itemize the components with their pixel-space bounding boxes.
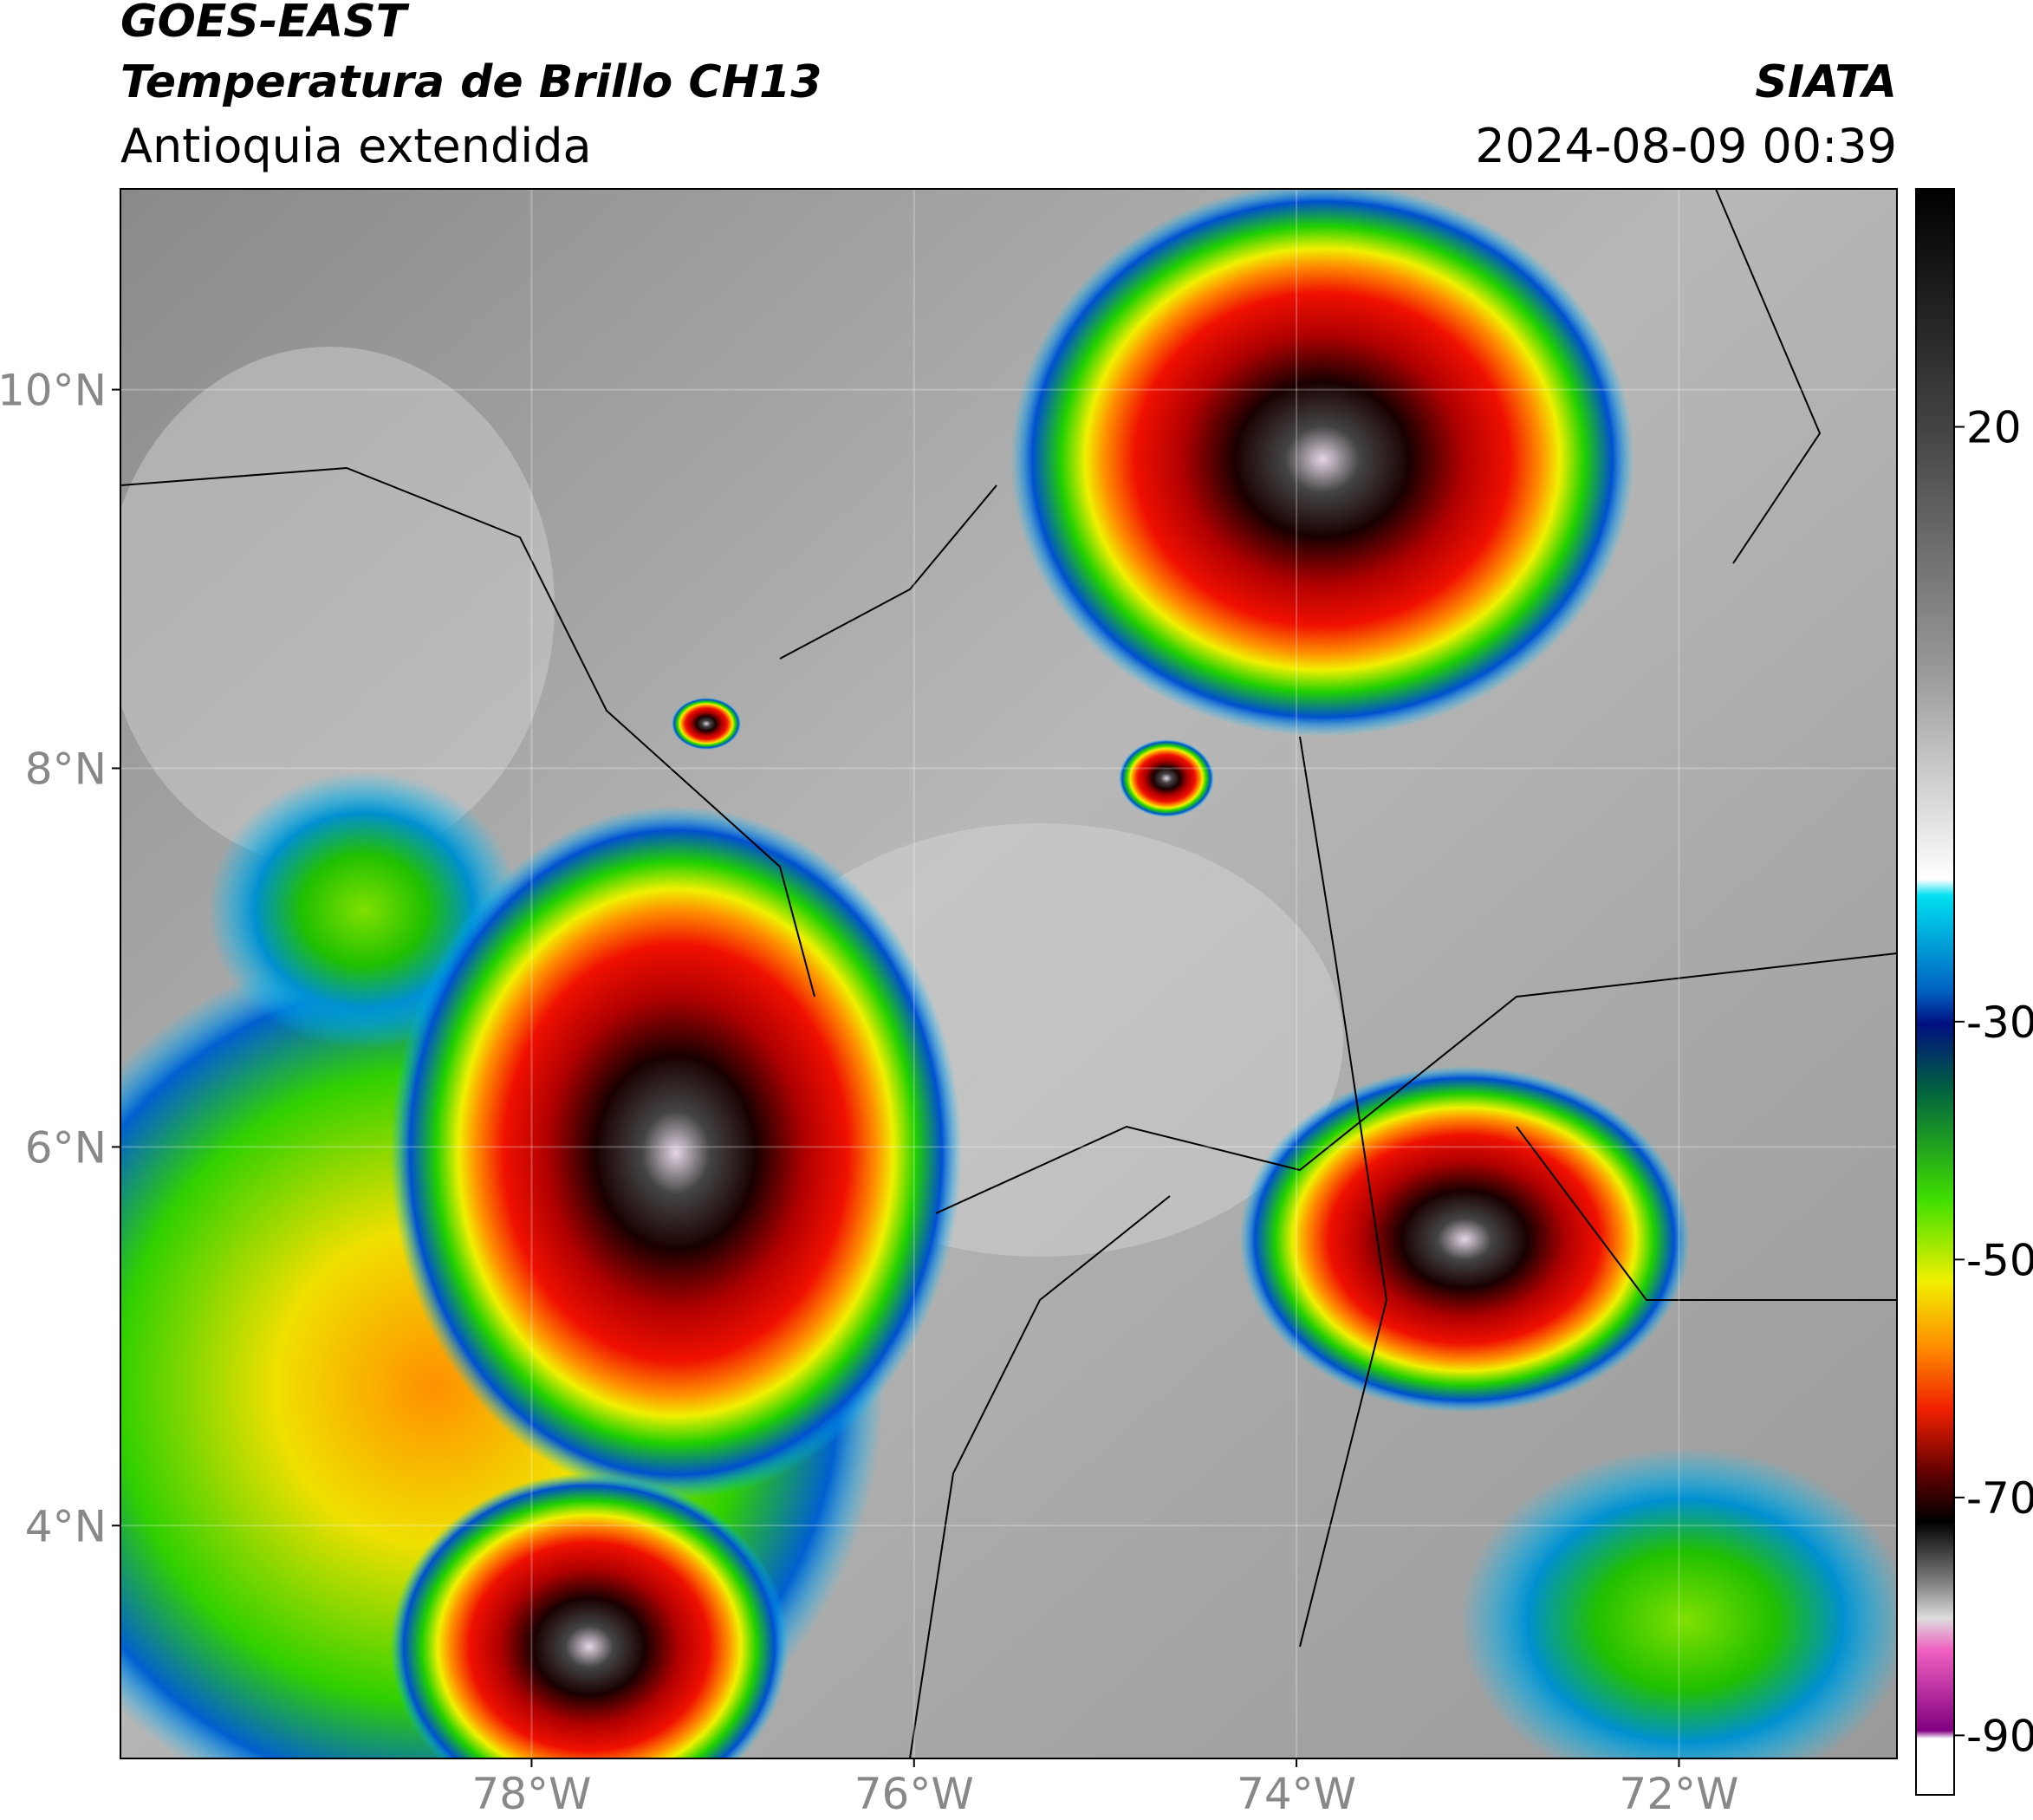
map-imagery (120, 189, 1897, 1758)
colorbar-tick-label: 20 (1966, 403, 2022, 453)
lat-tick-label: 10°N (0, 366, 107, 416)
colorbar (1915, 188, 1955, 1796)
lon-tick-label: 76°W (854, 1769, 974, 1819)
cloud-blob (390, 1473, 789, 1758)
map-frame (120, 188, 1898, 1759)
cloud-blob (1239, 1066, 1690, 1413)
region: Antioquia extendida (120, 119, 592, 173)
cloud-blob (1119, 739, 1214, 817)
subtitle: Temperatura de Brillo CH13 (120, 56, 822, 108)
colorbar-tick-label: -70 (1966, 1473, 2033, 1524)
datetime: 2024-08-09 00:39 (1475, 119, 1897, 173)
title: GOES-EAST (120, 0, 410, 48)
cloud-blob (390, 806, 962, 1499)
border-line (120, 189, 1897, 1758)
colorbar-tick-label: -90 (1966, 1711, 2033, 1761)
lon-tick-label: 72°W (1619, 1769, 1738, 1819)
colorbar-tick-label: -50 (1966, 1235, 2033, 1285)
cloud-blob (672, 698, 741, 750)
colorbar-tick-label: -30 (1966, 998, 2033, 1048)
lon-tick-label: 78°W (471, 1769, 591, 1819)
grid (120, 189, 1897, 1758)
lat-tick-label: 6°N (25, 1122, 107, 1173)
lat-tick-label: 8°N (25, 744, 107, 794)
source: SIATA (1755, 56, 1897, 108)
lat-tick-label: 4°N (25, 1501, 107, 1551)
cloud-blob (1460, 1447, 1897, 1758)
cloud-blob (1010, 189, 1634, 737)
lon-tick-label: 74°W (1237, 1769, 1356, 1819)
